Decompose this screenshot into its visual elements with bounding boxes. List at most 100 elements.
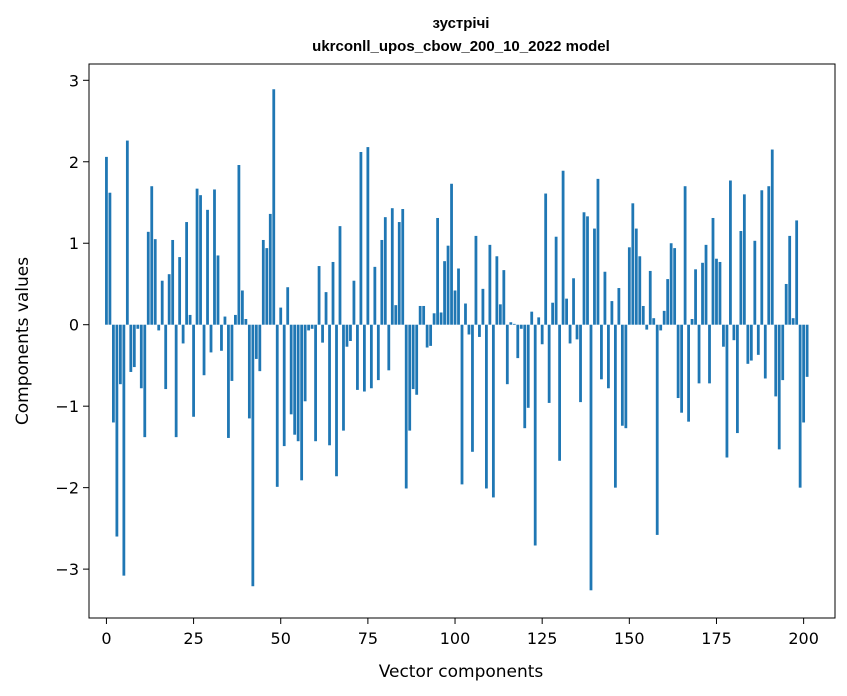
bar-160	[662, 310, 666, 325]
bar-171	[701, 262, 704, 325]
bar-58	[307, 324, 311, 331]
bar-51	[282, 324, 286, 447]
bar-40	[244, 319, 248, 325]
bar-199	[798, 324, 802, 488]
bar-150	[627, 247, 631, 325]
bar-175	[715, 258, 718, 325]
bar-164	[676, 324, 680, 399]
bar-97	[443, 261, 446, 325]
bar-159	[659, 324, 663, 331]
bar-125	[540, 324, 544, 345]
bars-group	[105, 89, 809, 591]
bar-55	[296, 324, 300, 442]
bar-135	[575, 324, 579, 340]
bar-22	[181, 324, 185, 344]
bar-120	[523, 324, 527, 429]
bar-172	[704, 244, 708, 325]
bar-121	[526, 324, 530, 408]
x-tick-label: 75	[358, 629, 378, 648]
bar-8	[132, 324, 136, 368]
bar-33	[220, 324, 223, 351]
bar-36	[230, 324, 234, 381]
plot-frame	[88, 63, 836, 619]
bar-143	[603, 271, 607, 325]
bar-43	[254, 324, 258, 359]
bar-18	[167, 274, 171, 325]
bar-115	[505, 324, 509, 385]
bar-189	[763, 324, 767, 379]
y-tick-label: 3	[69, 71, 79, 90]
bar-41	[247, 324, 251, 419]
bar-101	[457, 268, 460, 325]
bar-2	[112, 324, 115, 423]
bar-75	[366, 147, 370, 325]
x-tick-label: 125	[527, 629, 558, 648]
bar-53	[289, 324, 293, 415]
bar-197	[791, 318, 795, 325]
bar-179	[729, 180, 732, 325]
bar-29	[206, 209, 209, 325]
bar-102	[460, 324, 464, 485]
bar-184	[746, 324, 750, 364]
y-tick-label: 2	[69, 153, 79, 172]
bar-158	[655, 324, 659, 535]
bar-124	[537, 317, 541, 325]
bar-48	[272, 89, 276, 325]
bar-198	[795, 220, 799, 325]
bar-10	[139, 324, 143, 389]
x-axis-label: Vector components	[379, 662, 544, 682]
bar-173	[708, 324, 711, 384]
bar-30	[209, 324, 213, 353]
bar-52	[286, 287, 290, 325]
bar-113	[498, 304, 502, 325]
bar-68	[342, 324, 345, 431]
bar-186	[753, 240, 757, 325]
bar-134	[572, 278, 575, 325]
bar-83	[394, 305, 398, 325]
y-tick-label: 0	[69, 316, 79, 335]
bar-57	[303, 324, 307, 402]
bar-64	[328, 324, 331, 446]
bar-139	[589, 324, 593, 591]
bar-192	[774, 324, 778, 397]
bar-194	[781, 324, 785, 381]
bar-45	[261, 239, 265, 325]
bar-162	[669, 243, 673, 325]
bar-108	[481, 288, 485, 325]
bar-157	[652, 318, 656, 325]
bar-131	[561, 170, 565, 325]
x-tick-label: 150	[614, 629, 645, 648]
bar-59	[310, 324, 314, 329]
bar-174	[711, 217, 715, 325]
bar-185	[749, 324, 753, 361]
bar-94	[432, 313, 436, 325]
bar-47	[268, 213, 272, 325]
bar-72	[356, 324, 359, 390]
bar-35	[227, 324, 230, 438]
bar-180	[732, 324, 736, 341]
bar-24	[188, 314, 192, 325]
bar-138	[586, 216, 589, 325]
bar-148	[620, 324, 624, 426]
bar-181	[736, 324, 739, 434]
bar-98	[446, 245, 450, 325]
bar-129	[554, 236, 558, 325]
bar-26	[195, 188, 199, 325]
bar-151	[631, 203, 635, 325]
bar-156	[648, 270, 652, 325]
bar-70	[349, 324, 352, 341]
bar-100	[453, 290, 457, 325]
bar-79	[380, 239, 384, 325]
bar-154	[641, 305, 645, 325]
bar-27	[199, 195, 202, 325]
bar-60	[314, 324, 317, 442]
bar-90	[418, 305, 422, 325]
bar-118	[516, 324, 520, 359]
bar-92	[425, 324, 429, 348]
bar-14	[153, 239, 157, 325]
bar-201	[805, 324, 809, 377]
bar-86	[404, 324, 408, 489]
bar-4	[118, 324, 122, 385]
bar-93	[429, 324, 433, 346]
bar-34	[223, 316, 227, 325]
